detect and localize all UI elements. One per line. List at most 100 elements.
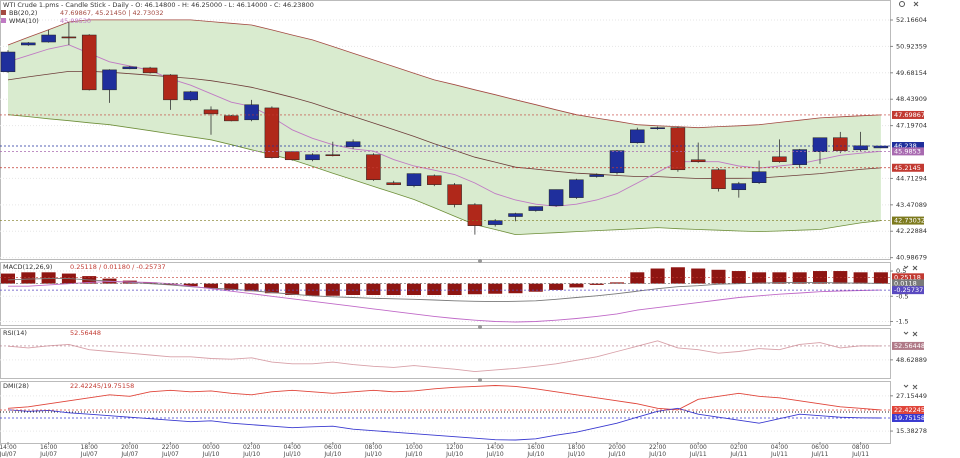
x-tick-label: 06:00 Jul/10 (324, 444, 342, 458)
resize-handle[interactable] (478, 259, 482, 263)
candle-body (508, 213, 523, 217)
histogram-bar (589, 283, 604, 285)
settings-icon[interactable] (899, 1, 905, 7)
histogram-bar (163, 283, 178, 285)
y-tick-label: 0.5 (896, 267, 906, 275)
candle-body (731, 183, 747, 191)
indicator-line (7, 407, 881, 441)
panel-title: MACD(12,26,9) (3, 263, 52, 271)
rsi-panel-frame (0, 328, 891, 379)
histogram-bar (264, 283, 279, 294)
price-label: 47.69867 (894, 111, 925, 119)
band-upper (7, 19, 881, 129)
candle-body (833, 137, 848, 151)
chart-title: WTI Crude 1.pms - Candle Stick - Daily -… (3, 1, 314, 9)
histogram-bar (1, 273, 15, 284)
histogram-bar (508, 283, 523, 294)
y-tick-label: 50.92359 (896, 42, 927, 50)
histogram-bar (346, 283, 361, 295)
histogram-bar (853, 272, 868, 284)
histogram-bar (305, 283, 320, 296)
indicator-line (7, 340, 881, 373)
histogram-bar (204, 283, 218, 289)
histogram-bar (792, 272, 807, 284)
resize-handle[interactable] (478, 378, 482, 382)
price-label: 0.0118 (894, 279, 917, 287)
histogram-bar (731, 271, 746, 284)
candle-body (751, 171, 767, 183)
histogram-bar (21, 272, 36, 284)
x-tick-label: 22:00 Jul/07 (161, 444, 180, 458)
x-tick-label: 00:00 Jul/10 (202, 444, 220, 458)
candle-body (812, 137, 828, 152)
toolbar-icons[interactable] (899, 1, 919, 390)
histogram-bar (325, 283, 340, 296)
candle-body (548, 189, 564, 206)
candle-body (163, 74, 178, 101)
resize-handle[interactable] (478, 325, 482, 329)
x-tick-label: 04:00 Jul/11 (770, 444, 789, 458)
histogram-bar (650, 268, 665, 284)
band-fill (8, 19, 881, 235)
x-tick-label: 08:00 Jul/10 (364, 444, 383, 458)
candle-body (406, 173, 422, 186)
candle-body (670, 127, 686, 171)
price-label-box (892, 147, 924, 156)
indicator-line (7, 278, 881, 303)
price-label: -0.25737 (894, 286, 923, 294)
histogram-bar (630, 272, 645, 284)
x-tick-label: 14:00 Jul/07 (0, 444, 17, 458)
candle-body (447, 184, 462, 205)
candle-body (650, 127, 665, 129)
candle-body (792, 149, 807, 165)
price-label-box (892, 273, 924, 282)
price-label-box (892, 142, 924, 151)
price-label: 19.75158 (894, 414, 925, 422)
y-tick-label: 27.15449 (896, 392, 927, 400)
candle-body (467, 204, 483, 226)
legend-value: 47.69867, 45.21450 | 42.73032 (60, 9, 164, 17)
histogram-bar (447, 283, 462, 295)
x-tick-label: 04:00 Jul/10 (283, 444, 301, 458)
y-tick-label: 42.22884 (896, 227, 927, 235)
candle-body (0, 51, 16, 73)
panel-icons[interactable] (903, 265, 918, 390)
candle-body (589, 174, 604, 177)
price-label-box (892, 341, 924, 350)
candle-body (122, 66, 138, 70)
candle-body (386, 182, 401, 185)
x-tick-label: 08:00 Jul/11 (851, 444, 870, 458)
price-label-box (892, 413, 924, 422)
candle-body (487, 220, 503, 225)
candle-body (224, 115, 239, 122)
x-tick-label: 14:00 Jul/10 (486, 444, 504, 458)
candle-body (853, 145, 868, 151)
y-tick-label: 49.68154 (896, 69, 927, 77)
y-tick-label: 52.16604 (896, 16, 927, 24)
legend-name: BB(20,2) (9, 9, 37, 17)
candle-body (609, 150, 625, 174)
price-label-box (892, 216, 924, 225)
x-tick-label: 20:00 Jul/07 (121, 444, 139, 458)
candle-body (690, 159, 706, 162)
price-label: 52.56448 (894, 342, 925, 350)
resize-handles[interactable] (478, 259, 482, 382)
histogram-bar (691, 268, 706, 284)
candle-body (366, 154, 381, 181)
x-tick-label: 12:00 Jul/10 (445, 444, 464, 458)
candle-body (142, 67, 158, 74)
panel-title: DMI(28) (3, 382, 29, 390)
candle-body (305, 154, 320, 161)
legend-name: WMA(10) (9, 17, 39, 25)
x-tick-label: 18:00 Jul/07 (80, 444, 98, 458)
close-icon[interactable] (913, 1, 919, 7)
histogram-bar (670, 267, 685, 284)
candle-body (102, 69, 117, 91)
indicator-line (7, 385, 881, 411)
candle-body (284, 151, 300, 161)
y-tick-label: 43.47089 (896, 201, 927, 209)
price-label: 22.42245 (894, 406, 925, 414)
x-tick-label: 20:00 Jul/10 (608, 444, 626, 458)
x-tick-label: 10:00 Jul/10 (405, 444, 423, 458)
